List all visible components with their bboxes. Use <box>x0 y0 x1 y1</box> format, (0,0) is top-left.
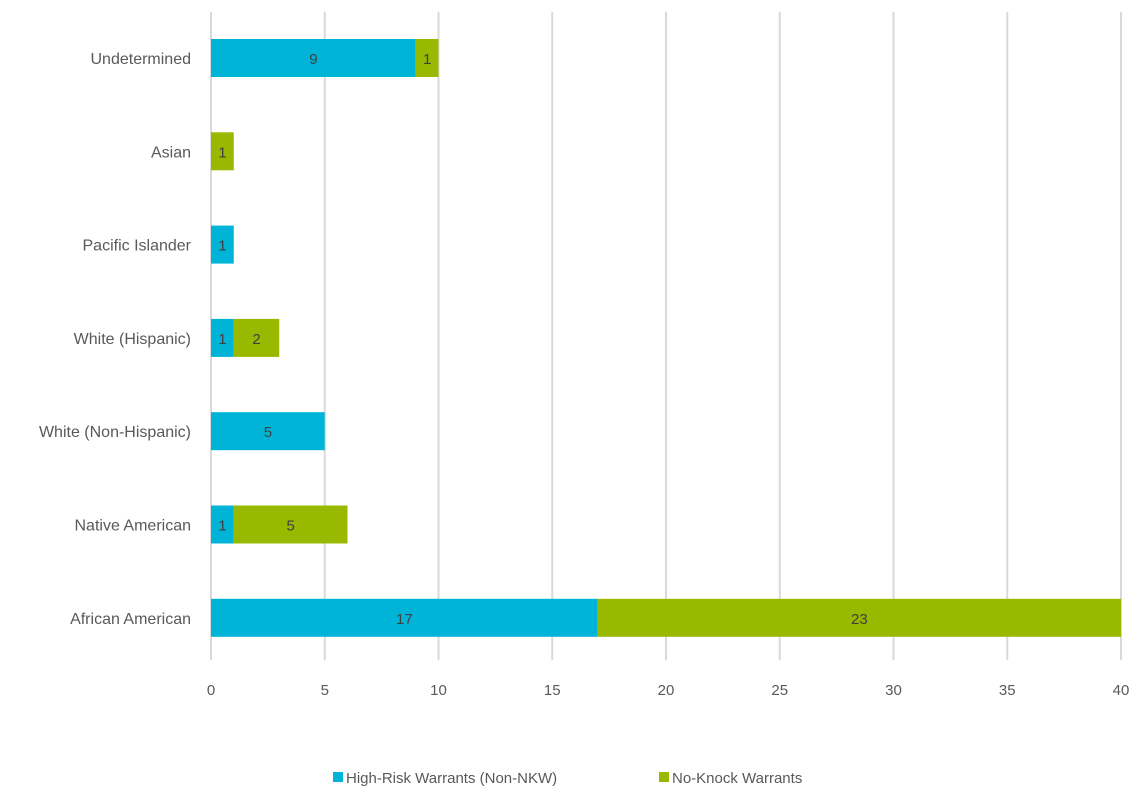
data-label-white-hispanic-no-knock-warrants: 2 <box>252 331 260 348</box>
category-label-pacific-islander: Pacific Islander <box>83 238 192 255</box>
bar-undetermined-high-risk-warrants-non-nkw <box>211 39 416 77</box>
x-tick-label-25: 25 <box>771 682 788 699</box>
bar-native-american-no-knock-warrants <box>233 505 348 544</box>
bar-asian-no-knock-warrants <box>211 132 234 171</box>
bar-native-american-high-risk-warrants-non-nkw <box>211 505 234 544</box>
legend-label-no-knock-warrants: No-Knock Warrants <box>672 770 802 787</box>
gridlines <box>210 12 1122 660</box>
category-label-undetermined: Undetermined <box>91 51 192 68</box>
x-tick-label-40: 40 <box>1113 682 1130 699</box>
data-label-african-american-no-knock-warrants: 23 <box>851 611 868 628</box>
x-tick-label-0: 0 <box>207 682 215 699</box>
data-label-pacific-islander-high-risk-warrants-non-nkw: 1 <box>218 238 226 255</box>
category-label-white-non-hispanic: White (Non-Hispanic) <box>39 424 191 441</box>
bar-white-hispanic-no-knock-warrants <box>233 318 280 357</box>
legend: High-Risk Warrants (Non-NKW) No-Knock War… <box>333 770 802 787</box>
data-label-undetermined-no-knock-warrants: 1 <box>423 51 431 68</box>
bar-african-american-high-risk-warrants-non-nkw <box>211 598 598 637</box>
bar-undetermined-no-knock-warrants <box>415 39 439 77</box>
data-label-undetermined-high-risk-warrants-non-nkw: 9 <box>309 51 317 68</box>
bar-african-american-no-knock-warrants <box>597 598 1121 637</box>
x-tick-label-10: 10 <box>430 682 447 699</box>
x-tick-label-15: 15 <box>544 682 561 699</box>
x-tick-label-35: 35 <box>999 682 1016 699</box>
bar-white-non-hispanic-high-risk-warrants-non-nkw <box>211 412 325 451</box>
legend-swatch-high-risk-warrants-non-nkw <box>333 772 343 782</box>
data-label-white-hispanic-high-risk-warrants-non-nkw: 1 <box>218 331 226 348</box>
category-label-asian: Asian <box>151 144 191 161</box>
legend-swatch-no-knock-warrants <box>659 772 669 782</box>
x-tick-labels: 0 5 10 15 20 25 30 35 40 <box>207 682 1130 699</box>
bars <box>211 39 1121 637</box>
category-label-native-american: Native American <box>75 518 192 535</box>
category-label-african-american: African American <box>70 611 191 628</box>
category-label-white-hispanic: White (Hispanic) <box>74 331 191 348</box>
legend-label-high-risk-warrants-non-nkw: High-Risk Warrants (Non-NKW) <box>346 770 557 787</box>
data-label-asian-no-knock-warrants: 1 <box>218 144 226 161</box>
data-label-native-american-high-risk-warrants-non-nkw: 1 <box>218 518 226 535</box>
x-tick-label-5: 5 <box>321 682 329 699</box>
x-tick-label-20: 20 <box>658 682 675 699</box>
x-tick-label-30: 30 <box>885 682 902 699</box>
data-label-white-non-hispanic-high-risk-warrants-non-nkw: 5 <box>264 424 272 441</box>
category-labels: Undetermined Asian Pacific Islander White (… <box>39 51 192 628</box>
data-label-native-american-no-knock-warrants: 5 <box>286 518 294 535</box>
data-label-african-american-high-risk-warrants-non-nkw: 17 <box>396 611 413 628</box>
data-labels: 9 1 1 1 1 2 5 1 5 17 23 <box>218 51 868 628</box>
bar-white-hispanic-high-risk-warrants-non-nkw <box>211 318 234 357</box>
bar-pacific-islander-high-risk-warrants-non-nkw <box>211 225 234 264</box>
